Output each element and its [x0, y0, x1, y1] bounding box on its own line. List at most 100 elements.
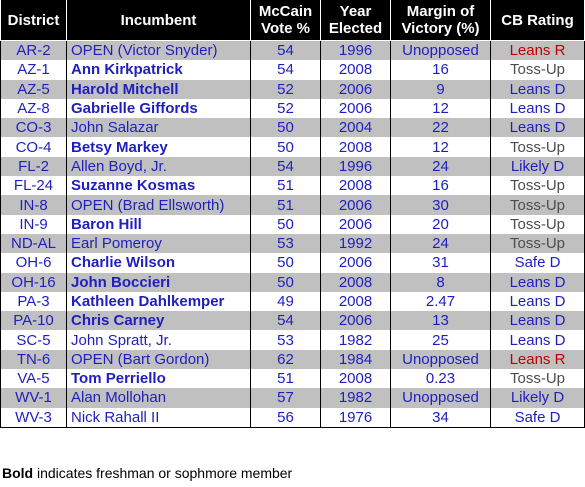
footnote-text: indicates freshman or sophmore member — [33, 465, 293, 481]
table-row: AZ-1 Ann Kirkpatrick 54 2008 16 Toss-Up — [0, 60, 585, 80]
district-cell: OH-6 — [0, 253, 67, 273]
incumbent-cell: Baron Hill — [66, 214, 251, 234]
cb-rating-cell: Leans R — [490, 40, 585, 61]
mccain-vote-header: McCain Vote % — [250, 0, 321, 41]
year-elected-cell: 2004 — [320, 118, 391, 138]
cb-rating-cell: Leans D — [490, 98, 585, 119]
district-cell: WV-3 — [0, 407, 67, 428]
incumbent-cell: Betsy Markey — [66, 137, 251, 157]
incumbent-cell: Charlie Wilson — [66, 253, 251, 273]
table-row: FL-2 Allen Boyd, Jr. 54 1996 24 Likely D — [0, 156, 585, 177]
year-elected-cell: 1992 — [320, 233, 391, 254]
incumbent-cell: OPEN (Brad Ellsworth) — [66, 195, 251, 215]
table-row: VA-5 Tom Perriello 51 2008 0.23 Toss-Up — [0, 369, 585, 389]
district-cell: PA-10 — [0, 311, 67, 331]
margin-cell: 25 — [390, 330, 491, 350]
cb-rating-cell: Toss-Up — [490, 60, 585, 80]
cb-rating-cell: Safe D — [490, 407, 585, 428]
mccain-vote-cell: 62 — [250, 349, 321, 370]
district-header: District — [0, 0, 67, 41]
incumbent-cell: Alan Mollohan — [66, 388, 251, 408]
incumbent-cell: Ann Kirkpatrick — [66, 60, 251, 80]
year-elected-cell: 2006 — [320, 79, 391, 99]
cb-rating-cell: Leans D — [490, 272, 585, 292]
year-elected-cell: 2006 — [320, 98, 391, 119]
year-elected-cell: 2006 — [320, 253, 391, 273]
district-cell: IN-9 — [0, 214, 67, 234]
margin-cell: 12 — [390, 137, 491, 157]
mccain-vote-cell: 51 — [250, 369, 321, 389]
margin-cell: 30 — [390, 195, 491, 215]
district-cell: SC-5 — [0, 330, 67, 350]
year-elected-cell: 2008 — [320, 176, 391, 196]
year-elected-cell: 2008 — [320, 137, 391, 157]
district-cell: OH-16 — [0, 272, 67, 292]
margin-cell: 24 — [390, 233, 491, 254]
margin-cell: Unopposed — [390, 349, 491, 370]
table-row: IN-8 OPEN (Brad Ellsworth) 51 2006 30 Toss-Up — [0, 195, 585, 215]
incumbent-cell: Earl Pomeroy — [66, 233, 251, 254]
margin-header: Margin of Victory (%) — [390, 0, 491, 41]
incumbent-cell: OPEN (Victor Snyder) — [66, 40, 251, 61]
district-cell: PA-3 — [0, 291, 67, 312]
incumbent-cell: Kathleen Dahlkemper — [66, 291, 251, 312]
district-cell: FL-24 — [0, 176, 67, 196]
mccain-vote-cell: 49 — [250, 291, 321, 312]
district-cell: ND-AL — [0, 233, 67, 254]
mccain-vote-cell: 50 — [250, 272, 321, 292]
mccain-vote-cell: 50 — [250, 137, 321, 157]
table-row: CO-3 John Salazar 50 2004 22 Leans D — [0, 118, 585, 138]
district-cell: AZ-5 — [0, 79, 67, 99]
table-row: WV-3 Nick Rahall II 56 1976 34 Safe D — [0, 407, 585, 428]
incumbent-header: Incumbent — [66, 0, 251, 41]
margin-cell: 31 — [390, 253, 491, 273]
incumbent-cell: Nick Rahall II — [66, 407, 251, 428]
footnote: Bold indicates freshman or sophmore memb… — [2, 465, 292, 481]
margin-cell: Unopposed — [390, 388, 491, 408]
margin-cell: 22 — [390, 118, 491, 138]
mccain-vote-cell: 54 — [250, 311, 321, 331]
year-elected-header: Year Elected — [320, 0, 391, 41]
year-elected-cell: 2006 — [320, 214, 391, 234]
district-cell: AR-2 — [0, 40, 67, 61]
incumbent-cell: OPEN (Bart Gordon) — [66, 349, 251, 370]
year-elected-cell: 2008 — [320, 369, 391, 389]
cb-rating-cell: Toss-Up — [490, 233, 585, 254]
mccain-vote-cell: 52 — [250, 79, 321, 99]
margin-cell: Unopposed — [390, 40, 491, 61]
cb-rating-cell: Likely D — [490, 388, 585, 408]
district-cell: VA-5 — [0, 369, 67, 389]
margin-cell: 0.23 — [390, 369, 491, 389]
incumbent-cell: John Spratt, Jr. — [66, 330, 251, 350]
year-elected-cell: 1984 — [320, 349, 391, 370]
mccain-vote-cell: 51 — [250, 176, 321, 196]
cb-rating-cell: Toss-Up — [490, 137, 585, 157]
mccain-vote-cell: 50 — [250, 253, 321, 273]
table-row: CO-4 Betsy Markey 50 2008 12 Toss-Up — [0, 137, 585, 157]
year-elected-cell: 1996 — [320, 156, 391, 177]
margin-cell: 9 — [390, 79, 491, 99]
year-elected-cell: 2006 — [320, 195, 391, 215]
district-cell: FL-2 — [0, 156, 67, 177]
margin-cell: 20 — [390, 214, 491, 234]
mccain-vote-cell: 52 — [250, 98, 321, 119]
table-row: FL-24 Suzanne Kosmas 51 2008 16 Toss-Up — [0, 176, 585, 196]
district-cell: IN-8 — [0, 195, 67, 215]
cb-rating-cell: Leans D — [490, 79, 585, 99]
year-elected-cell: 2006 — [320, 311, 391, 331]
margin-cell: 34 — [390, 407, 491, 428]
incumbent-cell: Allen Boyd, Jr. — [66, 156, 251, 177]
district-cell: AZ-1 — [0, 60, 67, 80]
cb-rating-cell: Toss-Up — [490, 195, 585, 215]
year-elected-cell: 1982 — [320, 388, 391, 408]
table-row: TN-6 OPEN (Bart Gordon) 62 1984 Unopposed Lea… — [0, 349, 585, 370]
table-row: WV-1 Alan Mollohan 57 1982 Unopposed Likely D — [0, 388, 585, 408]
mccain-vote-cell: 50 — [250, 214, 321, 234]
cb-rating-cell: Leans R — [490, 349, 585, 370]
year-elected-cell: 2008 — [320, 60, 391, 80]
incumbent-cell: Gabrielle Giffords — [66, 98, 251, 119]
margin-cell: 16 — [390, 60, 491, 80]
table-body: AR-2 OPEN (Victor Snyder) 54 1996 Unopposed L… — [0, 40, 585, 428]
margin-cell: 16 — [390, 176, 491, 196]
